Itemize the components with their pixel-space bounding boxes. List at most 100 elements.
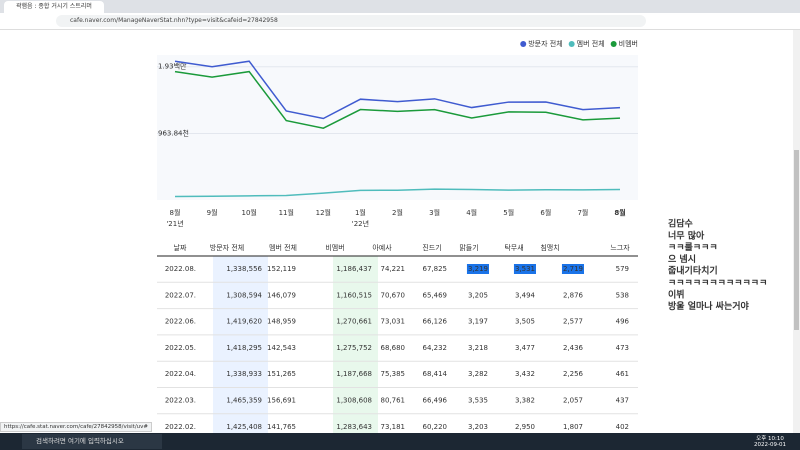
table-header: 멤버 전체	[269, 243, 297, 252]
x-tick-label: 1월	[355, 208, 366, 217]
y-tick-label: 1.93백만	[158, 62, 187, 71]
table-cell: 2,057	[563, 397, 583, 405]
table-cell: 496	[616, 318, 630, 326]
table-header: 침맹치	[540, 243, 559, 252]
table-cell: 1,283,643	[336, 423, 372, 431]
tab-strip	[0, 0, 800, 13]
table-cell: 66,496	[423, 397, 448, 405]
table-header: 비멤버	[325, 243, 344, 252]
table-cell: 68,414	[423, 370, 448, 378]
x-tick-label: 5월	[503, 208, 514, 217]
table-cell: 2,256	[563, 370, 584, 378]
table-cell: 70,670	[381, 291, 406, 299]
table-cell: 1,425,408	[226, 423, 262, 431]
table-cell: 3,203	[468, 423, 488, 431]
series-line	[174, 60, 621, 120]
table-cell: 3,477	[515, 344, 535, 352]
chat-line: 줍내기타치기	[668, 265, 718, 277]
table-cell: 3,382	[515, 397, 535, 405]
chat-line: 김담수	[668, 218, 693, 230]
table-cell: 1,270,661	[336, 318, 372, 326]
table-cell: 73,031	[381, 318, 406, 326]
table-cell: 2,950	[515, 423, 535, 431]
x-tick-label: 6월	[540, 208, 551, 217]
table-cell: 437	[616, 397, 629, 405]
table-cell: 1,338,556	[226, 265, 262, 273]
table-cell: 2022.06.	[165, 318, 196, 326]
table-cell: 2022.08.	[165, 265, 196, 273]
table-cell: 67,825	[423, 265, 448, 273]
selection	[466, 264, 489, 274]
series-line	[174, 70, 621, 129]
taskbar-search[interactable]: 검색하려면 여기에 입력하십시오	[22, 434, 162, 449]
table-cell: 151,265	[267, 370, 296, 378]
table-cell: 3,432	[515, 370, 535, 378]
legend-label: 멤버 전체	[577, 39, 605, 48]
table-cell: 2,719	[563, 265, 583, 273]
table-cell: 1,275,752	[336, 344, 372, 352]
x-tick-label: 8월	[170, 208, 181, 217]
table-cell: 3,197	[468, 318, 488, 326]
table-cell: 2,436	[563, 344, 584, 352]
table-cell: 538	[616, 291, 629, 299]
table-cell: 2022.04.	[165, 370, 196, 378]
selection	[561, 264, 584, 274]
table-cell: 1,160,515	[336, 291, 372, 299]
x-tick-label: 10월	[241, 208, 256, 217]
taskbar	[0, 433, 800, 450]
table-cell: 65,469	[423, 291, 448, 299]
series-line	[174, 188, 621, 198]
table-header: 방문자 전체	[210, 243, 244, 252]
x-tick-year: '21년	[166, 219, 183, 228]
table-cell: 60,220	[423, 423, 448, 431]
table-cell: 3,282	[468, 370, 488, 378]
table-cell: 146,079	[267, 291, 296, 299]
x-tick-label: 8월	[614, 208, 625, 217]
table-cell: 2022.07.	[165, 291, 196, 299]
table-cell: 1,308,594	[226, 291, 262, 299]
table-cell: 1,186,437	[336, 265, 372, 273]
table-cell: 148,959	[267, 318, 296, 326]
table-cell: 66,126	[423, 318, 448, 326]
table-header: 맑들기	[459, 243, 478, 252]
table-cell: 64,232	[423, 344, 448, 352]
table-cell: 402	[616, 423, 629, 431]
table-cell: 3,505	[515, 318, 535, 326]
table-cell: 1,418,295	[226, 344, 262, 352]
table-cell: 1,807	[563, 423, 583, 431]
plot-area	[157, 55, 638, 200]
scroll-thumb[interactable]	[794, 150, 799, 330]
table-cell: 1,308,608	[336, 397, 372, 405]
clock-time: 오후 10:10	[756, 436, 784, 442]
table-cell: 1,419,620	[226, 318, 262, 326]
table-cell: 156,691	[267, 397, 296, 405]
table-cell: 579	[616, 265, 629, 273]
table-cell: 1,187,668	[336, 370, 372, 378]
chat-line: 이뷔	[668, 288, 685, 300]
legend-swatch	[520, 41, 527, 47]
tab[interactable]: 곽햄음 : 종합 거시기 스트리머	[4, 1, 104, 13]
address-bar[interactable]: cafe.naver.com/ManageNaverStat.nhn?type=…	[56, 15, 646, 27]
table-cell: 2022.03.	[165, 397, 196, 405]
column-highlight	[333, 256, 378, 433]
x-tick-label: 7월	[577, 208, 588, 217]
table-cell: 3,219	[468, 265, 488, 273]
x-tick-label: 9월	[207, 208, 218, 217]
table-cell: 142,543	[267, 344, 296, 352]
table-cell: 3,531	[515, 265, 535, 273]
table-header: 느그자	[610, 243, 630, 252]
legend-swatch	[568, 41, 575, 47]
x-tick-year: '22년	[352, 219, 369, 228]
chat-line: 너무 많아	[668, 229, 705, 241]
table-cell: 73,181	[381, 423, 406, 431]
table-cell: 2,577	[563, 318, 583, 326]
y-tick-label: 963.84천	[158, 128, 189, 137]
selection	[513, 264, 536, 274]
x-tick-label: 2월	[392, 208, 403, 217]
chat-line: ㅋㅋ룰ㅋㅋㅋ	[668, 241, 718, 253]
legend-label: 비멤버	[619, 39, 638, 48]
x-tick-label: 12월	[316, 208, 331, 217]
table-cell: 473	[616, 344, 629, 352]
